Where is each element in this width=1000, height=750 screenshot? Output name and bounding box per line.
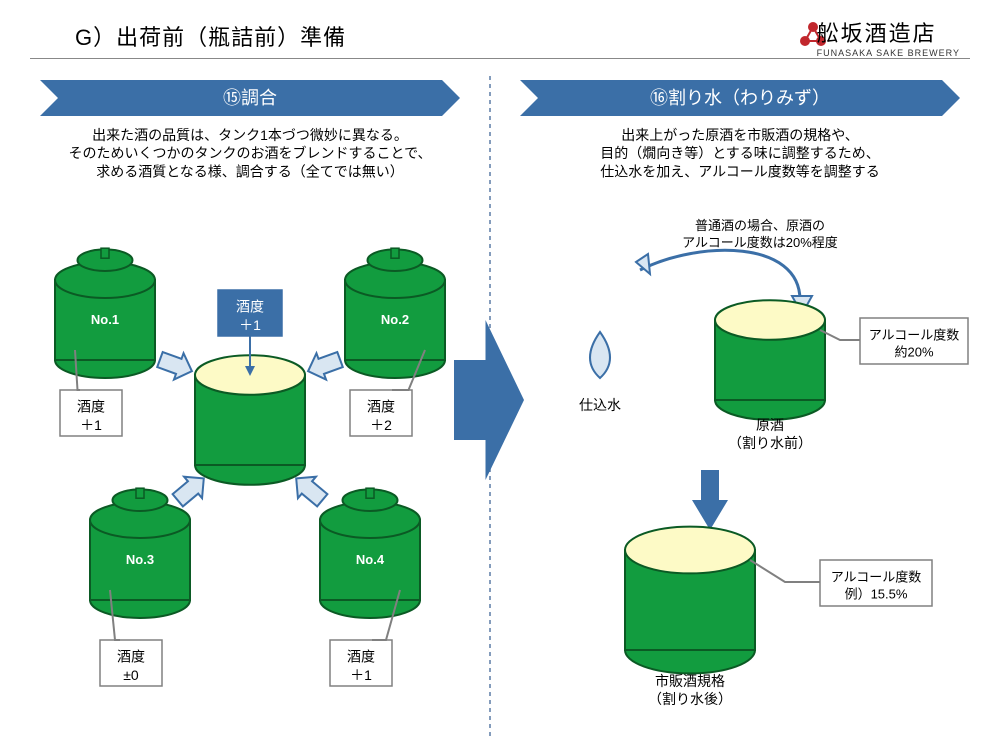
tank1-knob	[101, 248, 109, 258]
tank2-arrow	[303, 346, 345, 384]
pour-arrow-head2	[636, 254, 650, 274]
water-drop-icon	[590, 332, 610, 378]
tank-shihan-caption: 市販酒規格（割り水後）	[648, 673, 732, 707]
tank3-knob	[136, 488, 144, 498]
tank-genshu-caption: 原酒（割り水前）	[728, 417, 812, 451]
tank4-knob	[366, 488, 374, 498]
tank3-name: No.3	[126, 552, 154, 567]
note-top: 普通酒の場合、原酒のアルコール度数は20%程度	[682, 218, 838, 250]
tank2-knob	[391, 248, 399, 258]
page-title: G）出荷前（瓶詰前）準備	[75, 20, 346, 52]
banner-dilute-label: ⑯割り水（わりみず）	[650, 88, 830, 108]
tank1-arrow	[155, 346, 197, 384]
down-arrow-icon	[692, 470, 728, 530]
desc-left: 出来た酒の品質は、タンク1本づつ微妙に異なる。そのためいくつかのタンクのお酒をブ…	[68, 127, 431, 179]
tank-shihan-open-top	[625, 527, 755, 574]
banner-blend-label: ⑮調合	[223, 88, 277, 108]
brand-name-jp: 舩坂酒造店	[817, 16, 960, 48]
header-divider	[30, 58, 970, 59]
tank4-name: No.4	[356, 552, 385, 567]
tank-shihan-callout-line	[750, 560, 820, 582]
diagram-canvas: ⑮調合 ⑯割り水（わりみず） 出来た酒の品質は、タンク1本づつ微妙に異なる。そのため…	[0, 60, 1000, 750]
desc-right: 出来上がった原酒を市販酒の規格や、目的（燗向き等）とする味に調整するため、仕込水…	[600, 127, 880, 179]
tank2-name: No.2	[381, 312, 409, 327]
brand-name-en: FUNASAKA SAKE BREWERY	[817, 48, 960, 58]
brand-block: 舩坂酒造店 FUNASAKA SAKE BREWERY	[817, 16, 960, 58]
pour-arrow	[640, 250, 800, 300]
tank-genshu-open-top	[715, 300, 825, 340]
big-arrow-icon	[454, 320, 524, 480]
tank1-name: No.1	[91, 312, 119, 327]
water-label: 仕込水	[579, 397, 621, 413]
